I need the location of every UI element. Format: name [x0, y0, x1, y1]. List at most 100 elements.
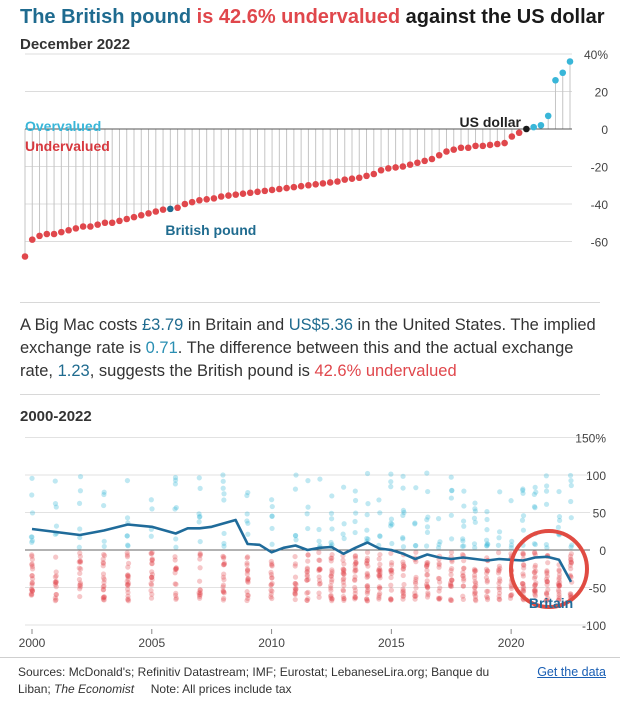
- distribution-dot-over: [52, 478, 58, 484]
- bottom-chart-subtitle: 2000-2022: [20, 408, 92, 425]
- get-data-link[interactable]: Get the data: [537, 665, 606, 679]
- distribution-dot-under: [460, 593, 466, 599]
- distribution-dot-under: [413, 549, 419, 555]
- distribution-dot-under: [377, 571, 383, 577]
- distribution-dot-under: [53, 597, 59, 603]
- distribution-dot-under: [424, 585, 431, 591]
- britain-highlight-circle: [509, 529, 589, 609]
- distribution-dot-under: [293, 581, 299, 588]
- distribution-dot-under: [472, 579, 478, 585]
- distribution-dot-over: [352, 518, 358, 525]
- distribution-dot-under: [305, 558, 311, 564]
- distribution-dot-under: [268, 582, 274, 588]
- distribution-dot-over: [388, 471, 394, 477]
- lollipop-dot: [159, 206, 167, 213]
- distribution-dot-under: [292, 561, 298, 567]
- distribution-dot-under: [245, 595, 251, 602]
- distribution-dot-over: [472, 500, 478, 506]
- distribution-dot-under: [244, 566, 251, 573]
- distribution-dot-under: [196, 592, 203, 598]
- distribution-dot-under: [364, 583, 370, 589]
- distribution-dot-under: [557, 583, 563, 589]
- distribution-dot-under: [556, 583, 562, 589]
- distribution-dot-over: [412, 521, 418, 527]
- distribution-dot-over: [124, 533, 130, 539]
- distribution-dot-under: [149, 574, 155, 580]
- distribution-dot-under: [449, 577, 455, 584]
- lollipop-dot: [552, 76, 559, 84]
- distribution-dot-over: [556, 514, 563, 520]
- distribution-dot-over: [305, 525, 311, 532]
- distribution-dot-under: [545, 587, 551, 593]
- distribution-dot-over: [76, 500, 83, 506]
- desc-part-4: . The difference between this and the ac…: [20, 339, 574, 380]
- distribution-dot-under: [472, 585, 478, 591]
- distribution-dot-over: [197, 485, 203, 491]
- distribution-dot-under: [425, 592, 431, 598]
- distribution-dot-under: [244, 597, 250, 604]
- distribution-dot-under: [448, 597, 454, 604]
- distribution-dot-under: [316, 581, 323, 587]
- distribution-dot-over: [269, 541, 275, 547]
- distribution-dot-under: [352, 574, 358, 580]
- distribution-dot-under: [400, 566, 406, 572]
- distribution-dot-under: [100, 587, 106, 593]
- distribution-dot-under: [29, 580, 35, 586]
- distribution-dot-under: [269, 595, 275, 602]
- distribution-dot-under: [376, 556, 382, 562]
- distribution-dot-over: [400, 544, 407, 550]
- distribution-dot-under: [197, 587, 203, 593]
- distribution-dot-over: [329, 493, 335, 499]
- distribution-dot-over: [388, 516, 395, 522]
- distribution-dot-under: [245, 592, 251, 598]
- distribution-dot-under: [245, 567, 251, 573]
- lollipop-dot: [21, 253, 29, 260]
- lollipop-dot: [421, 157, 428, 165]
- distribution-dot-under: [532, 587, 538, 593]
- distribution-dot-under: [484, 577, 490, 584]
- distribution-dot-under: [292, 591, 298, 597]
- distribution-dot-over: [172, 474, 179, 481]
- lollipop-dot: [145, 210, 152, 217]
- distribution-dot-under: [400, 565, 407, 572]
- distribution-dot-over: [413, 543, 419, 549]
- distribution-dot-over: [53, 504, 59, 510]
- distribution-dot-over: [389, 540, 395, 547]
- distribution-dot-over: [496, 535, 502, 541]
- separator-top: [20, 302, 600, 303]
- lollipop-dot: [130, 213, 138, 221]
- distribution-dot-over: [400, 512, 406, 518]
- distribution-dot-under: [471, 572, 478, 578]
- distribution-dot-under: [436, 596, 442, 602]
- distribution-dot-under: [221, 560, 227, 566]
- distribution-dot-under: [495, 570, 502, 576]
- distribution-dot-under: [460, 583, 467, 589]
- distribution-dot-under: [197, 556, 203, 562]
- distribution-dot-under: [567, 591, 573, 597]
- distribution-dot-over: [101, 491, 107, 498]
- title-part-1: The British pound: [20, 6, 192, 28]
- distribution-dot-over: [305, 478, 311, 484]
- distribution-dot-under: [364, 598, 371, 604]
- distribution-dot-over: [377, 510, 383, 516]
- distribution-dot-under: [100, 571, 107, 577]
- lollipop-dot: [450, 146, 458, 153]
- distribution-dot-under: [100, 575, 107, 581]
- distribution-dot-under: [568, 559, 574, 565]
- distribution-dot-over: [544, 483, 550, 489]
- distribution-dot-under: [125, 598, 132, 604]
- distribution-dot-under: [53, 591, 59, 598]
- distribution-dot-under: [424, 561, 430, 567]
- distribution-dot-under: [520, 573, 526, 579]
- distribution-dot-over: [484, 541, 490, 547]
- distribution-dot-under: [328, 585, 334, 591]
- distribution-dot-under: [496, 596, 502, 602]
- distribution-dot-over: [520, 527, 527, 533]
- distribution-dot-under: [436, 564, 442, 570]
- distribution-dot-under: [413, 559, 419, 565]
- distribution-dot-under: [484, 568, 490, 574]
- lollipop-dot: [464, 144, 472, 152]
- distribution-dot-over: [365, 501, 371, 507]
- distribution-dot-over: [460, 538, 466, 544]
- distribution-dot-under: [269, 580, 275, 587]
